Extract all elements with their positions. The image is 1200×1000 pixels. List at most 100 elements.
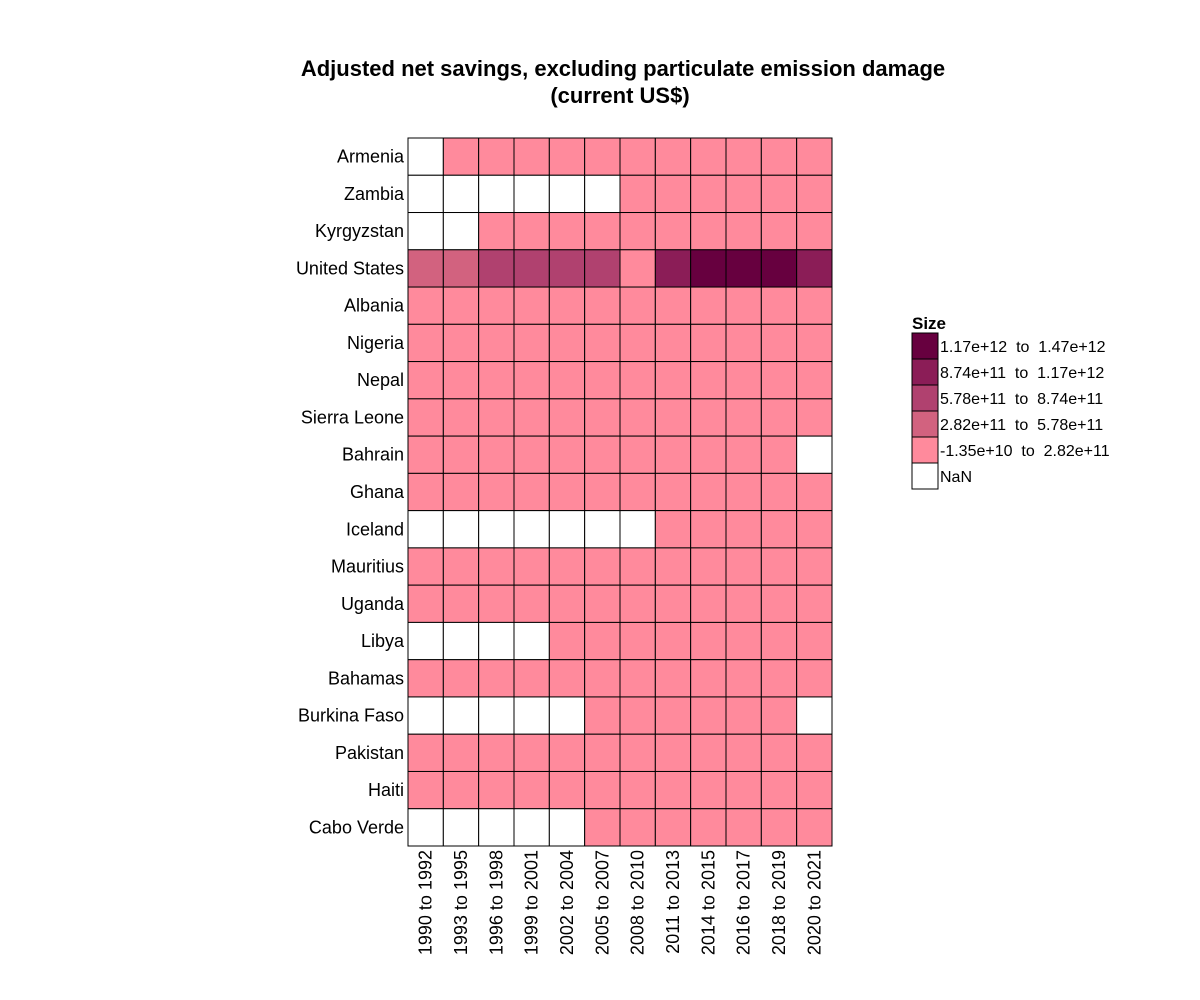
heatmap-cell-sierra-leone-2008-to-2010: [619, 398, 656, 437]
legend-swatch: [911, 332, 939, 360]
heatmap-cell-burkina-faso-2016-to-2017: [725, 696, 762, 735]
x-tick-label: 1999 to 2001: [522, 850, 542, 955]
heatmap-cell-haiti-1993-to-1995: [442, 770, 480, 810]
heatmap-cell-libya-2020-to-2021: [796, 621, 833, 661]
heatmap-cell-nepal-2011-to-2013: [654, 361, 692, 400]
heatmap-cell-nepal-2008-to-2010: [619, 361, 656, 400]
heatmap-cell-mauritius-2005-to-2007: [584, 547, 621, 586]
legend-label: 1.17e+12 to 1.47e+12: [940, 339, 1106, 356]
heatmap-cell-cabo-verde-1990-to-1992: [407, 808, 444, 847]
y-tick-label: Albania: [344, 296, 405, 316]
heatmap-cell-bahamas-1996-to-1998: [478, 659, 515, 698]
heatmap-cell-pakistan-2018-to-2019: [760, 733, 798, 772]
heatmap-cell-nepal-1999-to-2001: [513, 361, 550, 400]
heatmap-cell-haiti-2018-to-2019: [760, 770, 798, 810]
heatmap-cell-iceland-1999-to-2001: [513, 510, 550, 549]
heatmap-cell-cabo-verde-2018-to-2019: [760, 808, 798, 847]
heatmap-cell-ghana-2016-to-2017: [725, 472, 762, 512]
heatmap-cell-sierra-leone-2002-to-2004: [548, 398, 586, 437]
x-tick-label: 1990 to 1992: [416, 850, 436, 955]
heatmap-cell-albania-1993-to-1995: [442, 286, 480, 325]
heatmap-cell-united-states-2005-to-2007: [584, 249, 621, 288]
heatmap-cell-cabo-verde-2011-to-2013: [654, 808, 692, 847]
heatmap-cell-ghana-1996-to-1998: [478, 472, 515, 512]
legend-items: 1.17e+12 to 1.47e+12 8.74e+11 to 1.17e+12…: [911, 332, 1110, 490]
heatmap-cell-bahrain-2014-to-2015: [690, 435, 727, 474]
y-tick-label: Iceland: [346, 519, 404, 539]
heatmap-cell-united-states-1990-to-1992: [407, 249, 444, 288]
x-tick-label: 2005 to 2007: [592, 850, 612, 955]
heatmap-cell-zambia-1999-to-2001: [513, 174, 550, 214]
x-tick-label: 2014 to 2015: [698, 850, 718, 955]
y-tick-label: Kyrgyzstan: [315, 221, 404, 241]
heatmap-cell-sierra-leone-1993-to-1995: [442, 398, 480, 437]
heatmap-cell-nepal-2014-to-2015: [690, 361, 727, 400]
heatmap-cell-sierra-leone-2011-to-2013: [654, 398, 692, 437]
heatmap-cell-libya-2016-to-2017: [725, 621, 762, 661]
heatmap-cell-pakistan-1993-to-1995: [442, 733, 480, 772]
heatmap-cell-bahamas-2018-to-2019: [760, 659, 798, 698]
heatmap-cell-kyrgyzstan-2018-to-2019: [760, 212, 798, 251]
heatmap-cell-bahamas-1993-to-1995: [442, 659, 480, 698]
legend: Size 1.17e+12 to 1.47e+12 8.74e+11 to 1.1…: [911, 314, 1110, 490]
chart-title: Adjusted net savings, excluding particul…: [301, 56, 945, 81]
heatmap-cell-libya-1996-to-1998: [478, 621, 515, 661]
heatmap-cell-armenia-2005-to-2007: [584, 137, 621, 176]
heatmap-cell-iceland-2002-to-2004: [548, 510, 586, 549]
heatmap-cell-nigeria-2016-to-2017: [725, 323, 762, 363]
heatmap-cell-sierra-leone-1990-to-1992: [407, 398, 444, 437]
heatmap-cell-iceland-1996-to-1998: [478, 510, 515, 549]
heatmap-cell-albania-2018-to-2019: [760, 286, 798, 325]
heatmap-cell-nigeria-1990-to-1992: [407, 323, 444, 363]
heatmap-cell-mauritius-2008-to-2010: [619, 547, 656, 586]
heatmap-cell-libya-2018-to-2019: [760, 621, 798, 661]
heatmap-cell-iceland-2016-to-2017: [725, 510, 762, 549]
heatmap-cell-mauritius-2014-to-2015: [690, 547, 727, 586]
y-tick-label: Zambia: [344, 184, 405, 204]
heatmap-cell-sierra-leone-2018-to-2019: [760, 398, 798, 437]
heatmap-cell-zambia-2020-to-2021: [796, 174, 833, 214]
y-tick-label: Bahamas: [328, 668, 404, 688]
heatmap-cell-sierra-leone-2016-to-2017: [725, 398, 762, 437]
heatmap-cell-iceland-1990-to-1992: [407, 510, 444, 549]
heatmap-cell-libya-2008-to-2010: [619, 621, 656, 661]
heatmap-cell-united-states-2016-to-2017: [725, 249, 762, 288]
heatmap-cell-albania-2008-to-2010: [619, 286, 656, 325]
heatmap-cell-nepal-1996-to-1998: [478, 361, 515, 400]
y-tick-label: Burkina Faso: [298, 706, 404, 726]
heatmap-cell-bahrain-1993-to-1995: [442, 435, 480, 474]
heatmap-cell-libya-1999-to-2001: [513, 621, 550, 661]
heatmap-cell-libya-2005-to-2007: [584, 621, 621, 661]
heatmap-cell-uganda-1996-to-1998: [478, 584, 515, 623]
heatmap-cell-armenia-2002-to-2004: [548, 137, 586, 176]
heatmap-cell-sierra-leone-2020-to-2021: [796, 398, 833, 437]
heatmap-cell-kyrgyzstan-1996-to-1998: [478, 212, 515, 251]
heatmap-cell-iceland-1993-to-1995: [442, 510, 480, 549]
heatmap-cell-sierra-leone-1996-to-1998: [478, 398, 515, 437]
heatmap-cell-pakistan-2011-to-2013: [654, 733, 692, 772]
heatmap-cell-kyrgyzstan-2002-to-2004: [548, 212, 586, 251]
heatmap-cell-ghana-2014-to-2015: [690, 472, 727, 512]
heatmap-cell-pakistan-1999-to-2001: [513, 733, 550, 772]
legend-swatch: [911, 358, 939, 386]
heatmap-cell-iceland-2020-to-2021: [796, 510, 833, 549]
heatmap-cell-bahrain-2018-to-2019: [760, 435, 798, 474]
heatmap-cell-zambia-2002-to-2004: [548, 174, 586, 214]
legend-label: -1.35e+10 to 2.82e+11: [940, 443, 1110, 460]
heatmap-cell-cabo-verde-1996-to-1998: [478, 808, 515, 847]
x-tick-label: 2018 to 2019: [769, 850, 789, 955]
heatmap-cell-armenia-2008-to-2010: [619, 137, 656, 176]
heatmap-cell-ghana-1999-to-2001: [513, 472, 550, 512]
heatmap-cell-bahrain-1999-to-2001: [513, 435, 550, 474]
heatmap-cell-burkina-faso-1999-to-2001: [513, 696, 550, 735]
heatmap-cell-libya-2011-to-2013: [654, 621, 692, 661]
heatmap-cell-bahamas-2011-to-2013: [654, 659, 692, 698]
heatmap-cell-ghana-2020-to-2021: [796, 472, 833, 512]
heatmap-cell-united-states-1996-to-1998: [478, 249, 515, 288]
heatmap-cell-pakistan-1996-to-1998: [478, 733, 515, 772]
x-tick-label: 2020 to 2021: [804, 850, 824, 955]
legend-swatch: [911, 384, 939, 412]
heatmap-cell-mauritius-1990-to-1992: [407, 547, 444, 586]
heatmap-cell-armenia-2018-to-2019: [760, 137, 798, 176]
heatmap-cell-haiti-2002-to-2004: [548, 770, 586, 810]
